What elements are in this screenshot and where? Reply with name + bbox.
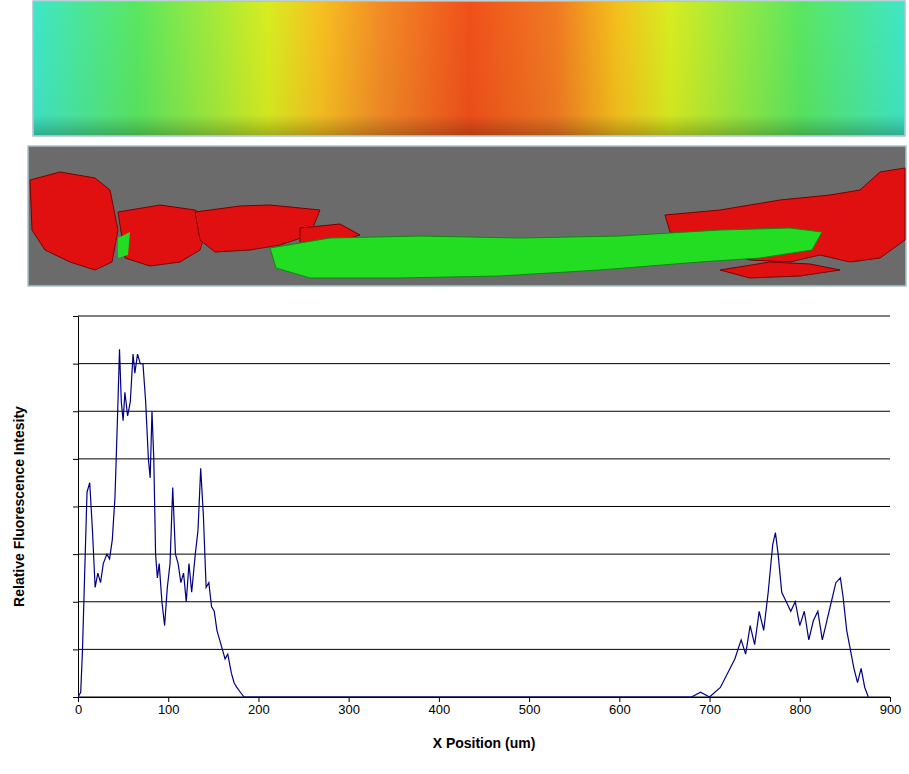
x-tick: 800 — [789, 697, 811, 717]
grid-line — [78, 458, 890, 459]
x-tick: 700 — [699, 697, 721, 717]
y-axis — [73, 317, 79, 698]
plot-area — [78, 349, 868, 697]
x-tick-label: 500 — [519, 702, 541, 717]
x-tick-label: 600 — [609, 702, 631, 717]
x-tick-label: 0 — [75, 702, 82, 717]
render-red-5 — [720, 262, 840, 278]
grid-line — [78, 316, 890, 317]
render-image — [28, 146, 906, 286]
y-tick-mark — [73, 649, 78, 650]
y-tick-mark — [73, 507, 78, 508]
render-green-small — [118, 232, 130, 258]
y-tick — [73, 697, 78, 698]
grid-line — [78, 649, 890, 650]
x-tick: 500 — [519, 697, 541, 717]
y-tick — [73, 554, 78, 555]
grid — [78, 316, 890, 697]
x-tick-label: 800 — [789, 702, 811, 717]
y-tick-mark — [73, 697, 78, 698]
y-axis-title: Relative Fluorescence Intesity — [11, 406, 27, 607]
y-tick-mark — [73, 364, 78, 365]
x-tick-label: 400 — [429, 702, 451, 717]
grid-line — [78, 506, 890, 507]
grid-line — [78, 363, 890, 364]
y-tick — [73, 649, 78, 650]
x-tick: 400 — [429, 697, 451, 717]
heat-gradient — [33, 1, 905, 136]
y-tick-mark — [73, 554, 78, 555]
x-axis: 0 100 200 300 400 500 600 700 800 900 — [75, 697, 901, 717]
y-tick — [73, 316, 78, 317]
grid-line — [78, 554, 890, 555]
x-axis-line — [79, 697, 891, 698]
y-tick-mark — [73, 602, 78, 603]
x-tick: 300 — [338, 697, 360, 717]
render-red-0 — [30, 172, 118, 270]
y-tick-mark — [73, 411, 78, 412]
x-tick-label: 700 — [699, 702, 721, 717]
y-tick-mark — [73, 459, 78, 460]
x-axis-title: X Position (um) — [433, 735, 536, 751]
x-tick-label: 200 — [248, 702, 270, 717]
render-green — [270, 228, 822, 278]
grid-line — [78, 601, 890, 602]
x-tick-label: 900 — [880, 702, 902, 717]
render-background — [28, 146, 906, 286]
heat-shade — [34, 2, 904, 135]
grid-line — [78, 411, 890, 412]
x-tick-label: 300 — [338, 702, 360, 717]
y-tick — [73, 459, 78, 460]
y-tick — [73, 602, 78, 603]
y-tick — [73, 507, 78, 508]
heat-image — [33, 1, 905, 136]
x-tick: 100 — [158, 697, 180, 717]
y-tick-mark — [73, 316, 78, 317]
x-tick: 600 — [609, 697, 631, 717]
x-tick: 0 — [75, 697, 82, 717]
fluorescence-line — [78, 349, 868, 697]
y-tick — [73, 411, 78, 412]
x-tick: 200 — [248, 697, 270, 717]
y-tick — [73, 364, 78, 365]
figure: 0 100 200 300 400 500 600 700 800 900 X Position (… — [0, 0, 909, 774]
y-axis-line — [78, 317, 79, 698]
x-tick-label: 100 — [158, 702, 180, 717]
x-tick: 900 — [880, 697, 902, 717]
